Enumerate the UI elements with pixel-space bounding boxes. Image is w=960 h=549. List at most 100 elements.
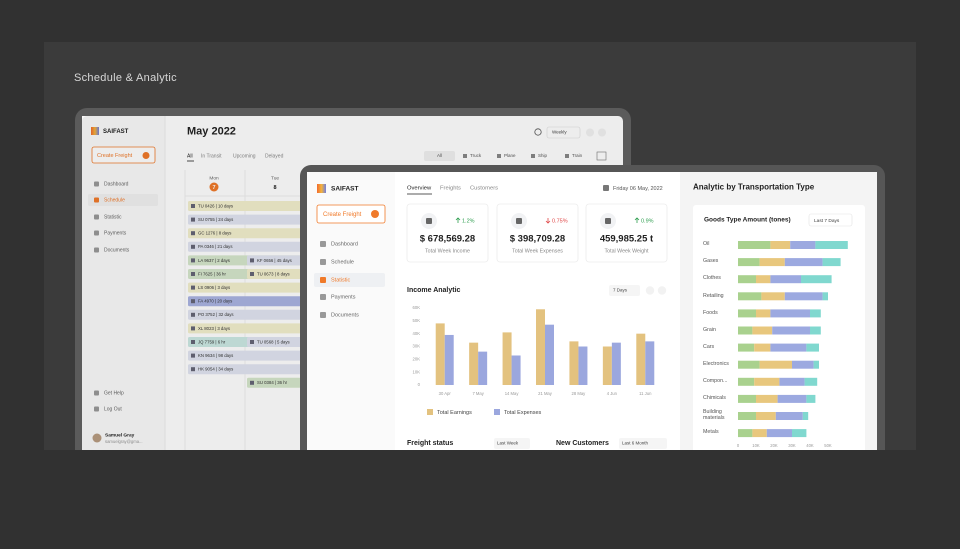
nav-arrow[interactable] [598,128,606,137]
menu-item[interactable]: Statistic [331,277,351,283]
shipment-label: TU 0568 | 5 days [257,339,290,344]
bar-segment [790,241,816,249]
bar-segment [761,292,785,301]
shipment-label: GC 1276 | 8 days [198,231,231,236]
shipment-icon [191,340,195,344]
legend-swatch [427,409,433,415]
menu-item[interactable]: Schedule [104,197,125,203]
shipment-card[interactable] [188,309,303,320]
tab[interactable]: In Transit [201,153,222,159]
menu-icon [94,181,99,187]
shipment-card[interactable] [188,350,303,361]
menu-item[interactable]: Dashboard [331,241,358,247]
x-tick-label: 20K [770,443,778,448]
filter-icon [531,154,535,158]
shipment-card[interactable] [188,323,303,334]
bar-segment [784,292,823,301]
period-label[interactable]: Last 6 Month [622,441,649,446]
shipment-card[interactable] [247,377,301,388]
view-dropdown[interactable] [546,126,581,139]
bar-segment [810,326,821,335]
settings-icon[interactable] [596,151,607,161]
period-dropdown[interactable] [808,213,853,227]
bar [645,341,655,385]
filter-chip[interactable] [561,151,592,161]
menu-icon [320,294,326,300]
bar-segment [822,292,828,301]
shipment-card[interactable] [247,337,301,347]
period-dropdown[interactable] [619,438,667,449]
tab[interactable]: All [187,153,193,159]
nav-tab[interactable]: Overview [407,186,432,192]
y-tick-label: 40K [413,331,421,336]
bar-segment [813,360,819,369]
nav-tab[interactable]: Customers [470,186,498,192]
filter-chip[interactable] [459,151,490,161]
trend-arrow [455,217,461,223]
shipment-card[interactable] [188,228,303,239]
category-label: Building materials [703,409,725,421]
menu-item[interactable]: Payments [104,230,127,236]
period-label[interactable]: Last 7 Days [814,218,840,224]
shipment-card[interactable] [188,241,303,252]
shipment-card[interactable] [247,269,301,279]
bar-segment [754,377,780,386]
tab[interactable]: Upcoming [233,153,256,159]
filter-label[interactable]: Train [572,153,583,158]
nav-arrow[interactable] [657,286,667,295]
chart-title: Goods Type Amount (tones) [704,217,791,224]
period-label[interactable]: Last Week [497,441,519,446]
menu-item[interactable]: Schedule [331,259,354,265]
menu-item[interactable]: Documents [331,312,359,318]
bar-segment [752,326,773,335]
menu-item[interactable]: Statistic [104,214,122,220]
menu-item[interactable]: Payments [331,294,356,300]
x-tick-label: 7 May [472,391,484,396]
tab[interactable]: Delayed [265,153,284,159]
nav-arrow[interactable] [645,286,655,295]
create-button[interactable] [316,204,386,224]
filter-label[interactable]: All [437,153,442,158]
shipment-card[interactable] [188,201,303,211]
x-tick-label: 14 May [505,391,520,396]
bar-segment [815,241,848,249]
filter-chip[interactable] [527,151,558,161]
period-label[interactable]: 7 Days [613,288,628,293]
bar [435,323,445,385]
filter-chip[interactable] [493,151,524,161]
category-label: Clothes [703,275,721,282]
footer-menu-item[interactable]: Log Out [104,406,122,412]
filter-label[interactable]: Ship [538,153,548,158]
shipment-icon [191,217,195,222]
shipment-card[interactable] [188,364,303,375]
y-tick-label: 30K [413,344,421,349]
nav-tab[interactable]: Freights [440,186,461,192]
filter-chip[interactable] [424,151,455,161]
shipment-card[interactable] [247,255,301,266]
category-label-box: Oil [703,241,709,247]
footer-menu-item[interactable]: Get Help [104,390,124,396]
nav-arrow[interactable] [586,128,594,137]
shipment-label: LS 0906 | 3 days [198,285,230,290]
shipment-label: SU 0755 | 24 days [198,217,233,222]
shipment-icon [191,353,195,358]
shipment-label: TU 0673 | 8 days [257,271,290,276]
bar [545,324,554,385]
filter-label[interactable]: Plane [504,153,516,158]
bar-segment [770,343,807,352]
shipment-label: XL 8023 | 3 days [198,326,230,331]
panel-content: SAIFAST Create Freight Dashboard Schedule St… [75,108,885,450]
period-dropdown[interactable] [494,438,530,449]
period-dropdown[interactable] [609,285,640,296]
shipment-card[interactable] [188,282,303,293]
logo [317,184,326,193]
filter-label[interactable]: Truck [470,153,482,158]
create-button[interactable] [91,146,156,164]
menu-item[interactable]: Documents [104,247,130,253]
shipment-card[interactable] [188,214,303,225]
category-label-box: Retailing [703,293,724,299]
shipment-icon [250,272,254,276]
menu-item[interactable]: Dashboard [104,181,129,187]
shipment-card[interactable] [188,296,303,307]
